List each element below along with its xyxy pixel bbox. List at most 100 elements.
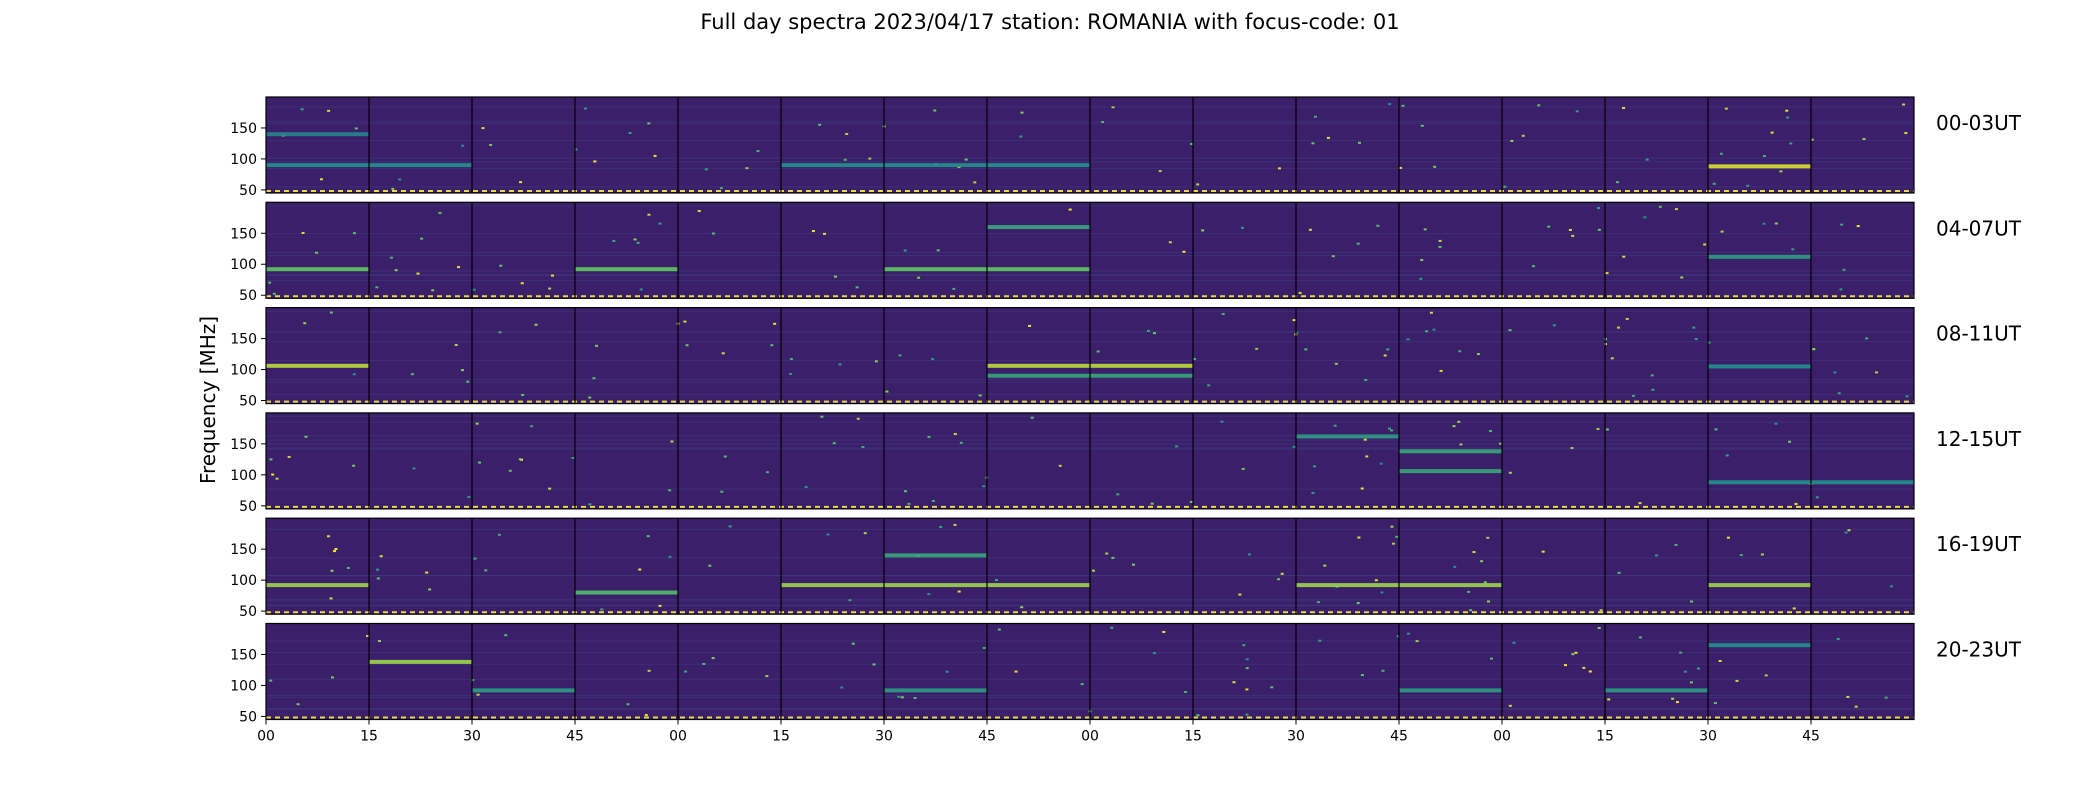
signal-speck (1541, 550, 1545, 553)
signal-speck (1030, 416, 1034, 419)
signal-speck (366, 635, 370, 638)
signal-speck (1596, 428, 1600, 431)
emission-band (1090, 363, 1193, 368)
y-tick-label: 150 (230, 647, 257, 663)
signal-speck (1459, 443, 1463, 446)
signal-speck (330, 569, 334, 572)
signal-speck (1196, 714, 1200, 717)
signal-speck (1295, 331, 1299, 334)
signal-speck (1152, 652, 1156, 655)
signal-speck (1547, 225, 1551, 228)
signal-speck (1389, 429, 1393, 432)
signal-speck (719, 187, 723, 190)
signal-speck (1571, 234, 1575, 237)
signal-speck (1401, 104, 1405, 107)
signal-speck (1486, 600, 1490, 603)
rows-layer: 50 100 150 00-03UT 50 100 150 04-07UT 50 100 150 08… (230, 96, 2022, 745)
signal-speck (1483, 581, 1487, 584)
signal-speck (872, 663, 876, 666)
signal-speck (375, 286, 379, 289)
signal-speck (1388, 103, 1392, 106)
signal-speck (1363, 438, 1367, 441)
y-tick-label: 100 (230, 678, 257, 694)
signal-speck (1168, 241, 1172, 244)
signal-speck (329, 597, 333, 600)
emission-band (1605, 688, 1708, 693)
signal-speck (639, 288, 643, 291)
signal-speck (1719, 152, 1723, 155)
signal-speck (1597, 627, 1601, 630)
x-tick-label: 15 (1596, 729, 1614, 745)
emission-band (884, 267, 987, 272)
signal-speck (1476, 353, 1480, 356)
signal-speck (1425, 330, 1429, 333)
signal-speck (1028, 324, 1032, 327)
emission-band (1708, 480, 1811, 485)
spectra-row: 50 100 150 20-23UT 00 15 30 45 00 15 30 45 00 15 30 45 0… (230, 622, 2022, 745)
y-tick-label: 50 (239, 709, 257, 725)
signal-speck (1739, 554, 1743, 557)
y-tick-label: 50 (239, 183, 257, 199)
signal-speck (1714, 428, 1718, 431)
signal-speck (484, 569, 488, 572)
signal-speck (534, 323, 538, 326)
signal-speck (394, 269, 398, 272)
signal-speck (826, 533, 830, 536)
signal-speck (1111, 106, 1115, 109)
signal-speck (478, 461, 482, 464)
signal-speck (1182, 250, 1186, 253)
signal-speck (454, 344, 458, 347)
signal-speck (868, 157, 872, 160)
signal-speck (1150, 502, 1154, 505)
signal-speck (1713, 702, 1717, 705)
emission-band (575, 267, 678, 272)
signal-speck (1625, 317, 1629, 320)
signal-speck (1638, 502, 1642, 505)
signal-speck (1232, 681, 1236, 684)
signal-speck (1815, 496, 1819, 499)
emission-band (987, 373, 1090, 378)
signal-speck (1617, 571, 1621, 574)
signal-speck (1453, 565, 1457, 568)
row-time-label: 12-15UT (1936, 427, 2022, 451)
signal-speck (723, 455, 727, 458)
y-tick-label: 50 (239, 288, 257, 304)
signal-speck (647, 122, 651, 125)
y-tick-label: 50 (239, 394, 257, 410)
signal-speck (1643, 216, 1647, 219)
emission-band (266, 163, 369, 168)
signal-speck (1406, 338, 1410, 341)
signal-speck (391, 187, 395, 190)
signal-speck (1221, 312, 1225, 315)
x-tick-label: 30 (1699, 729, 1717, 745)
row-time-label: 16-19UT (1936, 532, 2022, 556)
signal-speck (653, 154, 657, 157)
signal-speck (1683, 670, 1687, 673)
signal-speck (765, 471, 769, 474)
emission-band (1708, 164, 1811, 169)
signal-speck (1837, 392, 1841, 395)
signal-speck (268, 281, 272, 284)
signal-speck (647, 213, 651, 216)
y-tick-label: 50 (239, 604, 257, 620)
signal-speck (668, 555, 672, 558)
signal-speck (1508, 704, 1512, 707)
signal-speck (1395, 535, 1399, 538)
x-tick-label: 00 (1493, 729, 1511, 745)
signal-speck (957, 590, 961, 593)
signal-speck (334, 548, 338, 551)
signal-speck (1390, 525, 1394, 528)
signal-speck (327, 109, 331, 112)
signal-speck (272, 292, 276, 295)
spectra-row: 50 100 150 00-03UT (230, 96, 2022, 199)
signal-speck (684, 670, 688, 673)
emission-band (1399, 469, 1502, 474)
x-tick-label: 15 (772, 729, 790, 745)
signal-speck (1862, 137, 1866, 140)
signal-speck (913, 696, 917, 699)
signal-speck (499, 264, 503, 267)
signal-speck (1718, 660, 1722, 663)
signal-speck (1836, 637, 1840, 640)
signal-speck (820, 415, 824, 418)
